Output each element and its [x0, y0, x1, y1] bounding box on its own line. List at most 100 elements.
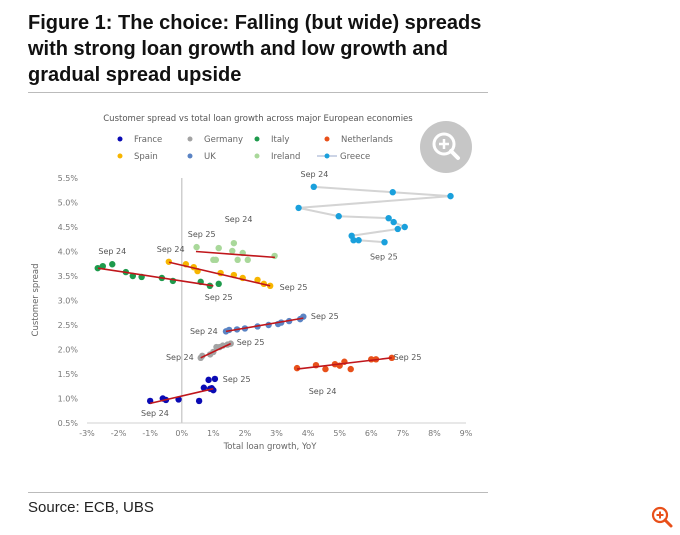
trendline-netherlands — [296, 357, 392, 370]
legend-label-uk: UK — [204, 152, 216, 162]
point-ireland — [230, 239, 238, 247]
x-tick-label: 7% — [396, 429, 409, 438]
x-tick-label: 1% — [207, 429, 220, 438]
point-netherlands — [347, 365, 354, 373]
x-axis-label: Total loan growth, YoY — [223, 442, 318, 452]
annotation-label: Sep 24 — [141, 409, 169, 418]
legend-label-germany: Germany — [204, 135, 243, 145]
point-france — [205, 376, 212, 384]
point-greece — [381, 238, 388, 246]
annotation-label: Sep 24 — [166, 353, 194, 362]
annotation-label: Sep 24 — [225, 215, 253, 224]
annotation-label: Sep 24 — [98, 247, 126, 256]
point-ireland — [212, 256, 220, 264]
point-france — [195, 397, 203, 405]
y-tick-label: 4.5% — [58, 223, 79, 232]
trendline-uk — [225, 317, 304, 333]
trendline-ireland — [195, 250, 275, 259]
point-france — [208, 385, 215, 392]
source-note: Source: ECB, UBS — [28, 499, 154, 516]
y-tick-label: 2.5% — [58, 321, 79, 330]
x-tick-label: 6% — [365, 429, 378, 438]
legend: France Germany Italy Netherlands Spain UK Irel… — [117, 135, 393, 162]
point-greece — [385, 214, 392, 222]
annotation-label: Sep 25 — [370, 252, 398, 261]
zoom-in-icon — [432, 132, 460, 160]
figure-title: Figure 1: The choice: Falling (but wide)… — [28, 12, 482, 86]
x-tick-label: 9% — [460, 429, 473, 438]
annotation-label: Sep 25 — [237, 338, 265, 347]
trendline-germany — [200, 342, 232, 359]
point-greece — [350, 237, 357, 244]
annotation-label: Sep 25 — [311, 312, 339, 321]
y-tick-label: 5.5% — [58, 174, 79, 183]
point-greece — [390, 218, 397, 226]
y-tick-label: 3.0% — [58, 297, 79, 306]
point-ireland — [215, 244, 222, 252]
series-line-greece — [298, 185, 451, 244]
point-italy — [109, 261, 116, 268]
point-greece — [335, 213, 342, 220]
x-tick-label: 0% — [175, 429, 188, 438]
top-divider — [28, 92, 488, 93]
legend-marker-france — [117, 136, 123, 142]
point-italy — [99, 263, 106, 270]
legend-label-italy: Italy — [271, 135, 289, 145]
trendline-italy — [97, 267, 214, 287]
annotation-label: Sep 25 — [223, 375, 251, 384]
x-tick-label: 3% — [270, 429, 283, 438]
annotation-label: Sep 25 — [188, 230, 216, 239]
point-france — [200, 384, 208, 391]
annotation-label: Sep 24 — [300, 170, 328, 179]
point-greece — [310, 183, 317, 191]
chart-zoom-button[interactable] — [420, 121, 472, 173]
trendline-france — [149, 387, 214, 405]
y-tick-label: 3.5% — [58, 272, 79, 281]
legend-marker-netherlands — [324, 136, 330, 142]
y-axis-label: Customer spread — [31, 264, 41, 337]
legend-label-spain: Spain — [134, 152, 158, 162]
axes: -3% -2% -1% 0% 1% 2% 3% 4% 5% 6% 7% 8% 9% 0.5% 1.0% 1.5… — [58, 174, 473, 438]
point-ireland — [193, 243, 200, 251]
x-tick-label: -2% — [111, 429, 127, 438]
point-netherlands — [293, 364, 301, 372]
bottom-divider — [28, 492, 488, 493]
point-italy — [215, 280, 222, 288]
annotation-label: Sep 25 — [280, 283, 308, 292]
legend-label-greece: Greece — [340, 152, 370, 162]
point-greece — [295, 204, 302, 212]
y-tick-label: 2.0% — [58, 346, 79, 355]
y-tick-label: 0.5% — [58, 419, 79, 428]
trendline-spain — [168, 261, 271, 287]
legend-marker-greece — [324, 153, 330, 159]
point-netherlands — [388, 354, 395, 362]
point-netherlands — [322, 365, 329, 373]
y-tick-label: 4.0% — [58, 248, 79, 257]
zoom-in-icon — [651, 506, 673, 528]
x-tick-label: 4% — [302, 429, 315, 438]
legend-marker-ireland — [254, 153, 260, 159]
image-zoom-button[interactable] — [650, 505, 674, 529]
annotation-label: Sep 25 — [205, 293, 233, 302]
legend-marker-spain — [117, 153, 123, 159]
annotation-label: Sep 24 — [190, 327, 218, 336]
point-france — [211, 375, 219, 383]
point-ireland — [229, 247, 236, 255]
annotation-label: Sep 24 — [157, 245, 185, 254]
point-ireland — [244, 256, 251, 264]
point-greece — [355, 237, 362, 244]
legend-label-ireland: Ireland — [271, 152, 300, 162]
point-ireland — [234, 256, 241, 264]
y-tick-label: 1.5% — [58, 370, 79, 379]
point-greece — [394, 225, 401, 233]
legend-marker-uk — [187, 153, 193, 159]
x-tick-label: -3% — [79, 429, 95, 438]
annotation-label: Sep 25 — [394, 353, 422, 362]
y-tick-label: 1.0% — [58, 395, 79, 404]
point-italy — [94, 264, 101, 272]
legend-marker-germany — [187, 136, 193, 142]
point-spain — [254, 276, 261, 284]
point-greece — [401, 223, 408, 231]
